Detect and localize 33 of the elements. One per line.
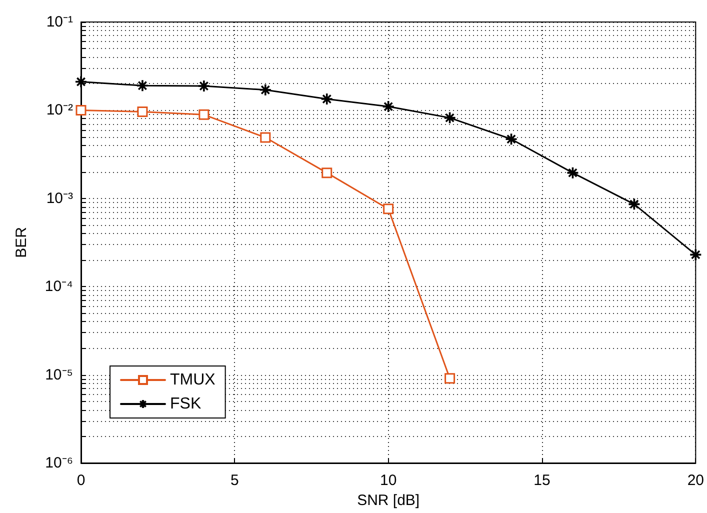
point <box>504 132 518 146</box>
y-tick-label: 10⁻³ <box>46 190 73 207</box>
x-tick-label: 15 <box>534 472 550 489</box>
y-tick-label: 10⁻² <box>46 102 73 119</box>
point <box>322 168 332 178</box>
point <box>260 132 271 143</box>
legend-label: TMUX <box>170 372 216 388</box>
point <box>74 75 88 88</box>
x-tick-label: 0 <box>76 472 86 489</box>
y-tick-label: 10⁻⁴ <box>44 278 73 296</box>
point <box>566 166 580 180</box>
x-tick-label: 20 <box>687 472 704 489</box>
point <box>628 198 641 211</box>
legend-label: FSK <box>170 396 202 412</box>
x-axis-title: SNR [dB] <box>357 492 420 509</box>
point <box>258 83 272 96</box>
point <box>320 92 334 106</box>
y-axis-title: BER <box>13 226 30 258</box>
point <box>382 100 395 113</box>
point <box>383 204 394 214</box>
x-tick-label: 10 <box>380 472 397 489</box>
y-tick-label: 10⁻⁵ <box>45 366 73 384</box>
point <box>443 111 456 124</box>
point <box>198 80 210 92</box>
point <box>136 79 149 92</box>
y-tick-label: 10⁻¹ <box>46 14 73 30</box>
x-tick-label: 5 <box>230 472 239 489</box>
point <box>444 373 456 384</box>
point <box>198 109 210 120</box>
point <box>76 104 86 116</box>
point <box>137 106 148 118</box>
point <box>689 248 702 262</box>
y-tick-label: 10⁻⁶ <box>45 454 73 472</box>
